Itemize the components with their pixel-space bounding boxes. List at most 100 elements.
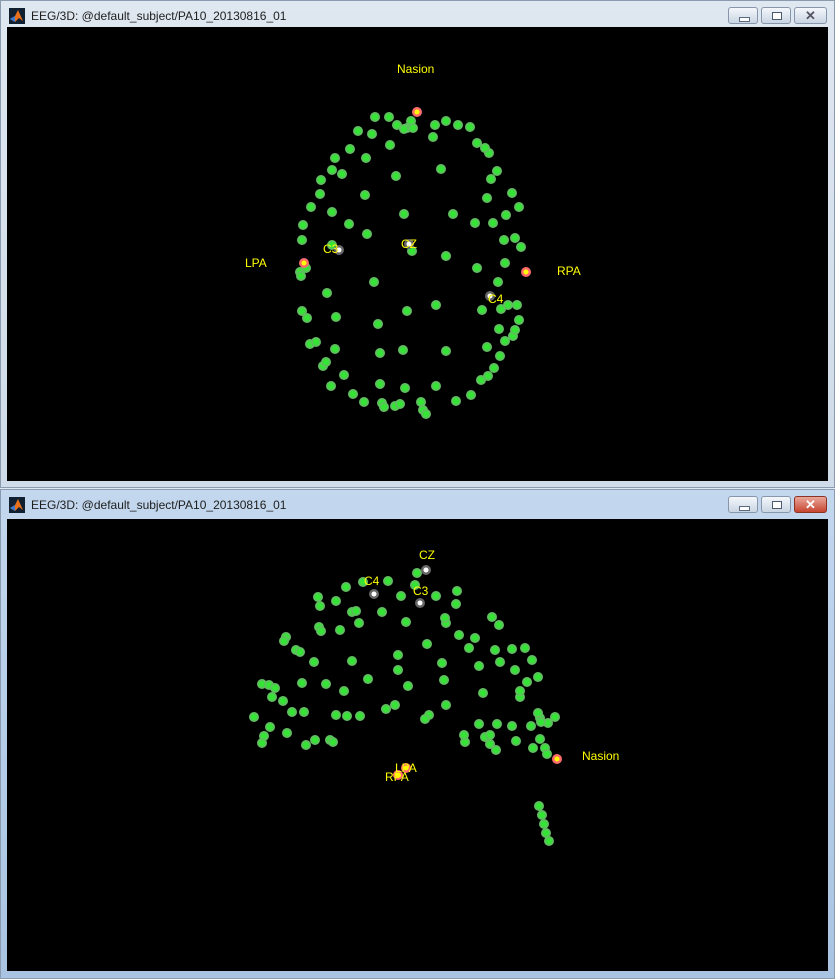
- sensor-marker[interactable]: [494, 324, 504, 334]
- sensor-marker[interactable]: [412, 568, 422, 578]
- sensor-marker[interactable]: [377, 607, 387, 617]
- sensor-marker[interactable]: [265, 722, 275, 732]
- sensor-marker[interactable]: [361, 153, 371, 163]
- sensor-marker[interactable]: [478, 688, 488, 698]
- sensor-marker[interactable]: [345, 144, 355, 154]
- sensor-marker[interactable]: [327, 240, 337, 250]
- sensor-marker[interactable]: [472, 138, 482, 148]
- sensor-marker[interactable]: [369, 277, 379, 287]
- sensor-marker[interactable]: [282, 728, 292, 738]
- sensor-marker[interactable]: [514, 202, 524, 212]
- minimize-button[interactable]: [728, 496, 758, 513]
- sensor-marker[interactable]: [296, 271, 306, 281]
- sensor-marker[interactable]: [416, 397, 426, 407]
- sensor-marker[interactable]: [495, 351, 505, 361]
- sensor-marker[interactable]: [381, 704, 391, 714]
- sensor-marker[interactable]: [486, 174, 496, 184]
- sensor-marker[interactable]: [299, 707, 309, 717]
- sensor-marker[interactable]: [520, 643, 530, 653]
- sensor-marker[interactable]: [373, 319, 383, 329]
- sensor-marker[interactable]: [451, 599, 461, 609]
- sensor-marker[interactable]: [331, 596, 341, 606]
- sensor-marker[interactable]: [483, 371, 493, 381]
- sensor-marker[interactable]: [526, 721, 536, 731]
- fiducial-marker[interactable]: [521, 267, 531, 277]
- sensor-marker[interactable]: [295, 647, 305, 657]
- sensor-marker[interactable]: [470, 633, 480, 643]
- fiducial-marker[interactable]: [299, 258, 309, 268]
- sensor-marker[interactable]: [536, 717, 546, 727]
- sensor-marker[interactable]: [383, 576, 393, 586]
- sensor-marker[interactable]: [448, 209, 458, 219]
- sensor-marker[interactable]: [491, 745, 501, 755]
- sensor-marker[interactable]: [428, 132, 438, 142]
- sensor-marker[interactable]: [339, 370, 349, 380]
- selected-sensor-marker[interactable]: [485, 291, 495, 301]
- sensor-marker[interactable]: [326, 381, 336, 391]
- sensor-marker[interactable]: [507, 644, 517, 654]
- sensor-marker[interactable]: [321, 679, 331, 689]
- sensor-marker[interactable]: [474, 719, 484, 729]
- sensor-marker[interactable]: [454, 630, 464, 640]
- sensor-marker[interactable]: [430, 120, 440, 130]
- sensor-marker[interactable]: [535, 734, 545, 744]
- sensor-marker[interactable]: [339, 686, 349, 696]
- sensor-marker[interactable]: [420, 714, 430, 724]
- sensor-marker[interactable]: [496, 304, 506, 314]
- sensor-marker[interactable]: [441, 700, 451, 710]
- sensor-marker[interactable]: [331, 710, 341, 720]
- selected-sensor-marker[interactable]: [421, 565, 431, 575]
- close-button[interactable]: ✕: [794, 7, 827, 24]
- sensor-marker[interactable]: [327, 207, 337, 217]
- sensor-marker[interactable]: [477, 305, 487, 315]
- sensor-marker[interactable]: [541, 828, 551, 838]
- sensor-marker[interactable]: [470, 218, 480, 228]
- selected-sensor-marker[interactable]: [334, 245, 344, 255]
- sensor-marker[interactable]: [534, 801, 544, 811]
- sensor-marker[interactable]: [482, 342, 492, 352]
- sensor-marker[interactable]: [441, 346, 451, 356]
- sensor-marker[interactable]: [270, 683, 280, 693]
- sensor-marker[interactable]: [431, 300, 441, 310]
- sensor-marker[interactable]: [522, 677, 532, 687]
- sensor-marker[interactable]: [328, 737, 338, 747]
- sensor-marker[interactable]: [375, 348, 385, 358]
- sensor-marker[interactable]: [390, 700, 400, 710]
- sensor-marker[interactable]: [315, 189, 325, 199]
- sensor-marker[interactable]: [348, 389, 358, 399]
- sensor-marker[interactable]: [403, 681, 413, 691]
- sensor-marker[interactable]: [249, 712, 259, 722]
- sensor-marker[interactable]: [474, 661, 484, 671]
- sensor-marker[interactable]: [410, 580, 420, 590]
- sensor-marker[interactable]: [421, 409, 431, 419]
- sensor-marker[interactable]: [375, 379, 385, 389]
- sensor-marker[interactable]: [544, 836, 554, 846]
- sensor-marker[interactable]: [335, 625, 345, 635]
- sensor-marker[interactable]: [395, 399, 405, 409]
- sensor-marker[interactable]: [439, 675, 449, 685]
- sensor-marker[interactable]: [490, 645, 500, 655]
- sensor-marker[interactable]: [287, 707, 297, 717]
- selected-sensor-marker[interactable]: [415, 598, 425, 608]
- sensor-marker[interactable]: [431, 591, 441, 601]
- sensor-marker[interactable]: [367, 129, 377, 139]
- sensor-marker[interactable]: [453, 120, 463, 130]
- sensor-marker[interactable]: [322, 288, 332, 298]
- sensor-marker[interactable]: [436, 164, 446, 174]
- sensor-marker[interactable]: [363, 674, 373, 684]
- sensor-marker[interactable]: [494, 620, 504, 630]
- sensor-marker[interactable]: [515, 686, 525, 696]
- sensor-marker[interactable]: [500, 336, 510, 346]
- title-bar[interactable]: EEG/3D: @default_subject/PA10_20130816_0…: [1, 1, 834, 28]
- sensor-marker[interactable]: [355, 711, 365, 721]
- sensor-marker[interactable]: [501, 210, 511, 220]
- sensor-marker[interactable]: [297, 235, 307, 245]
- sensor-marker[interactable]: [400, 383, 410, 393]
- sensor-marker[interactable]: [306, 202, 316, 212]
- sensor-marker[interactable]: [384, 112, 394, 122]
- sensor-marker[interactable]: [257, 738, 267, 748]
- sensor-marker[interactable]: [422, 639, 432, 649]
- sensor-marker[interactable]: [354, 618, 364, 628]
- sensor-marker[interactable]: [297, 678, 307, 688]
- fiducial-marker[interactable]: [393, 770, 403, 780]
